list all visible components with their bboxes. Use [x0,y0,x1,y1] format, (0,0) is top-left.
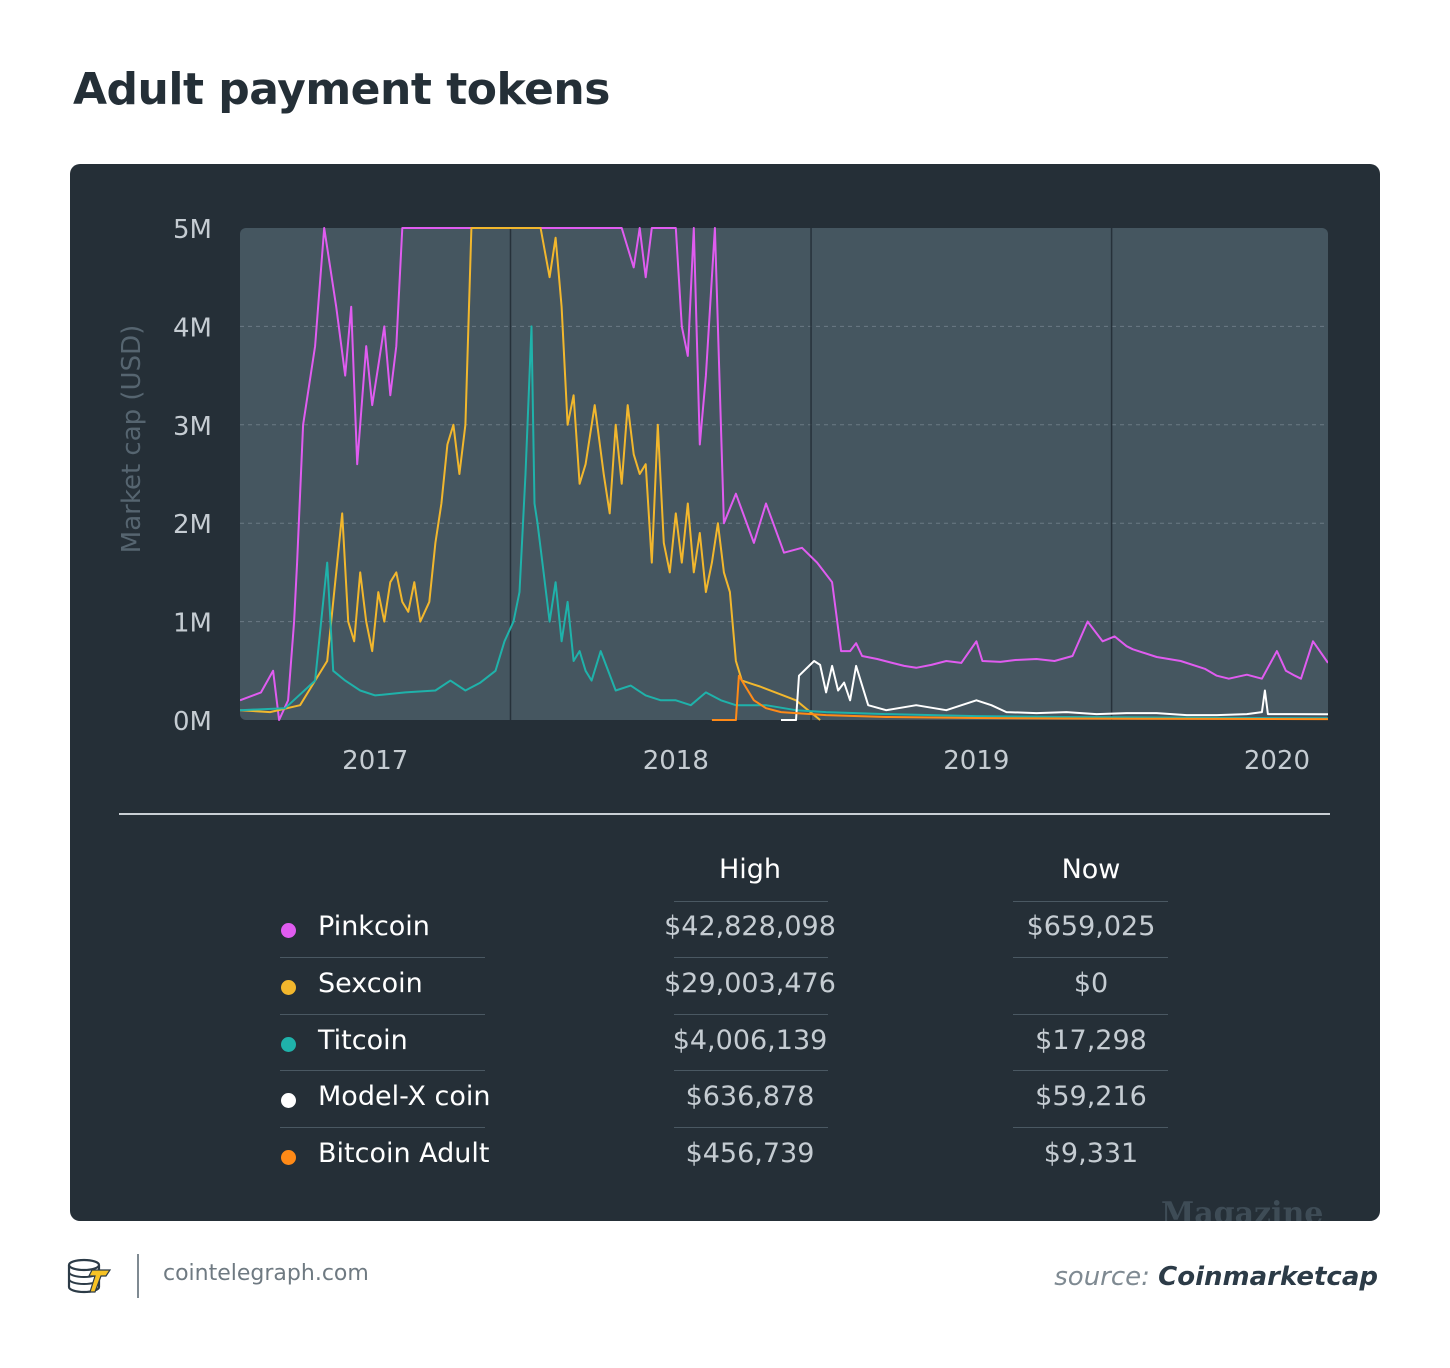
cointelegraph-logo-icon [67,1258,112,1294]
pinkcoin-legend-dot [281,923,296,938]
y-tick-label: 0M [173,707,212,737]
high-value: $456,739 [685,1138,815,1169]
table-rule [1013,957,1168,958]
table-rule [674,1127,828,1128]
column-header-now: Now [1061,854,1121,885]
y-tick-label: 1M [173,609,212,639]
titcoin-legend-dot [281,1037,296,1052]
chart-panel: 0M 1M 2M 3M 4M 5M 2017 2018 2019 2020 Market cap (… [70,164,1380,1221]
table-rule [280,1127,485,1128]
source-name: Coinmarketcap [1158,1262,1378,1292]
x-tick-label: 2020 [1244,746,1310,776]
table-rule [1013,1014,1168,1015]
high-value: $29,003,476 [664,968,836,999]
table-rule [674,901,828,902]
source-prefix: source: [1054,1262,1150,1292]
x-tick-label: 2017 [342,746,408,776]
table-row-titcoin: Titcoin $4,006,139 $17,298 [70,1015,1380,1072]
footer-source: source: Coinmarketcap [1054,1262,1378,1292]
table-rule [1013,901,1168,902]
high-value: $636,878 [685,1081,815,1112]
column-header-high: High [718,854,782,885]
legend-name: Model-X coin [318,1081,491,1112]
now-value: $659,025 [1026,911,1156,942]
y-axis-label: Market cap (USD) [117,325,147,553]
now-value: $17,298 [1035,1025,1147,1056]
high-value: $42,828,098 [664,911,836,942]
table-rule [674,957,828,958]
y-tick-label: 4M [173,313,212,343]
high-value: $4,006,139 [672,1025,828,1056]
x-tick-label: 2019 [943,746,1009,776]
model-x-coin-legend-dot [281,1093,296,1108]
bitcoin-adult-legend-dot [281,1150,296,1165]
table-rule [280,957,485,958]
legend-name: Titcoin [318,1025,408,1056]
x-tick-label: 2018 [643,746,709,776]
market-cap-chart: 0M 1M 2M 3M 4M 5M 2017 2018 2019 2020 Market cap (… [117,215,1328,776]
table-row-sexcoin: Sexcoin $29,003,476 $0 [70,958,1380,1015]
table-rule [280,1070,485,1071]
table-rule [1013,1127,1168,1128]
table-row-bitcoin-adult: Bitcoin Adult $456,739 $9,331 [70,1128,1380,1185]
now-value: $59,216 [1035,1081,1147,1112]
magazine-watermark: Magazine [1161,1196,1324,1221]
y-tick-label: 5M [173,215,212,245]
series-line-model-x-coin [781,660,1328,721]
y-tick-label: 2M [173,510,212,540]
series-line-bitcoin-adult [711,674,1328,721]
now-value: $0 [1073,968,1109,999]
table-rule [674,1014,828,1015]
table-rule [1013,1070,1168,1071]
y-tick-label: 3M [173,412,212,442]
footer-site-link[interactable]: cointelegraph.com [163,1261,369,1286]
table-rule [280,1014,485,1015]
table-row-pinkcoin: Pinkcoin $42,828,098 $659,025 [70,901,1380,958]
plot-area [240,228,1328,720]
legend-name: Sexcoin [318,968,423,999]
chart-title: Adult payment tokens [73,64,610,115]
footer-separator [137,1254,139,1298]
table-row-model-x-coin: Model-X coin $636,878 $59,216 [70,1071,1380,1128]
series-line-pinkcoin [240,227,1328,721]
legend-name: Pinkcoin [318,911,430,942]
divider [119,813,1330,815]
legend-name: Bitcoin Adult [318,1138,490,1169]
series-line-sexcoin [240,227,821,721]
now-value: $9,331 [1043,1138,1139,1169]
table-rule [674,1070,828,1071]
sexcoin-legend-dot [281,980,296,995]
